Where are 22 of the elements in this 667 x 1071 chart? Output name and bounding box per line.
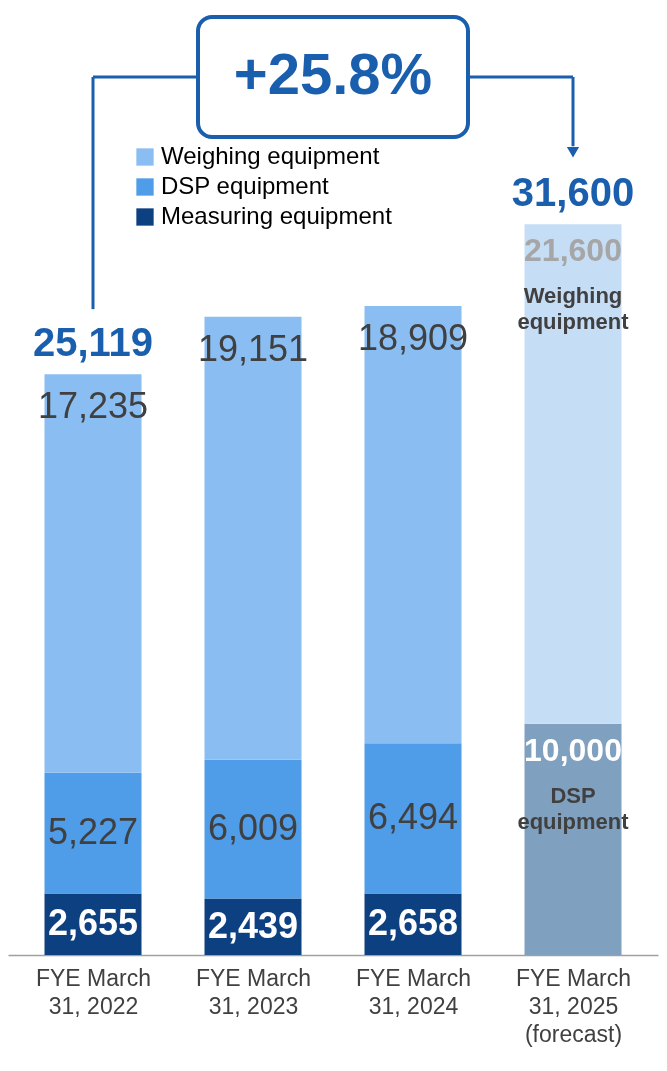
x-tick-label: FYE March 31, 2023 bbox=[195, 964, 312, 1019]
legend-label: DSP equipment bbox=[161, 172, 329, 199]
legend-label: Measuring equipment bbox=[161, 202, 393, 229]
data-label: 6,494 bbox=[367, 796, 459, 838]
bar bbox=[204, 759, 302, 899]
x-tick-label: FYE March 31, 2022 bbox=[35, 964, 152, 1019]
x-tick-label: FYE March 31, 2024 bbox=[355, 964, 472, 1019]
total-label: 31,600 bbox=[511, 170, 635, 215]
data-label: 2,439 bbox=[207, 904, 299, 946]
data-label: 2,655 bbox=[47, 902, 139, 944]
data-label: 10,000 bbox=[524, 731, 622, 768]
text: +25.8% bbox=[233, 41, 433, 106]
total-label: 25,119 bbox=[32, 320, 154, 365]
annotation: Weighing equipment bbox=[517, 283, 630, 335]
data-label: 5,227 bbox=[47, 811, 139, 853]
x-tick-label: FYE March 31, 2025 (forecast) bbox=[515, 964, 632, 1047]
data-label: 21,600 bbox=[524, 232, 622, 269]
bar bbox=[44, 772, 142, 894]
legend-label: Weighing equipment bbox=[161, 142, 380, 169]
bar bbox=[364, 743, 462, 894]
data-label: 2,658 bbox=[367, 902, 459, 944]
data-label: 6,009 bbox=[207, 807, 299, 849]
